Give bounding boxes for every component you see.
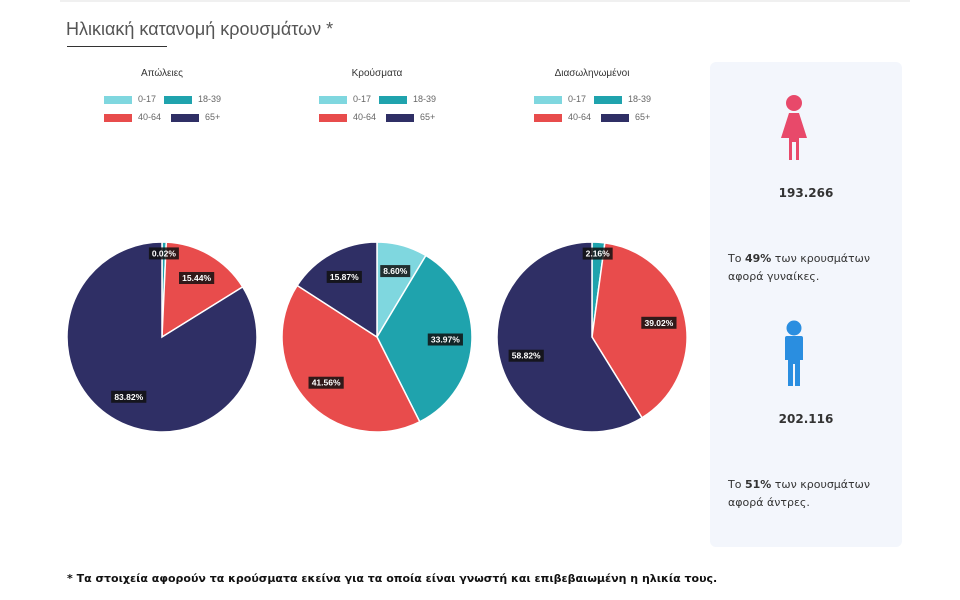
top-divider: [60, 0, 910, 2]
pie-slice-18-39[interactable]: [376, 254, 473, 423]
legend-swatch: [601, 113, 629, 122]
pie-slice-65+[interactable]: [296, 241, 378, 339]
data-label: 8.60%: [380, 265, 411, 278]
data-label-bg: [582, 247, 613, 260]
legend-label: 65+: [205, 112, 221, 122]
legend-label: 40-64: [138, 112, 162, 122]
data-label-bg: [641, 316, 677, 329]
legend-swatch: [379, 95, 407, 104]
legend-label: 18-39: [413, 94, 437, 104]
data-label: 58.82%: [508, 349, 544, 362]
data-label-bg: [427, 333, 463, 346]
legend-label: 18-39: [628, 94, 652, 104]
data-label-text: 83.82%: [114, 392, 143, 402]
male-text: Το 51% των κρουσμάτων αφορά άντρες.: [728, 476, 888, 512]
male-percent: 51%: [744, 478, 772, 491]
data-label-text: 41.56%: [312, 378, 341, 388]
data-label: 15.87%: [326, 270, 362, 283]
legend-item-18-39[interactable]: 18-39: [594, 94, 651, 104]
female-icon: [781, 95, 807, 160]
legend-item-18-39[interactable]: 18-39: [379, 94, 436, 104]
pie-chart: 2.16% 39.02% 58.82%: [496, 241, 688, 433]
male-text-suffix: των κρουσμάτων αφορά άντρες.: [728, 478, 871, 509]
female-text-prefix: Το: [728, 252, 745, 265]
chart-title: Απώλειες: [140, 68, 183, 79]
male-icon: [785, 320, 803, 386]
data-label-bg: [148, 247, 179, 260]
pie-slice-40-64[interactable]: [161, 241, 244, 339]
page-title: Ηλικιακή κατανομή κρουσμάτων *: [66, 18, 334, 39]
legend-label: 0-17: [138, 94, 157, 104]
legend-item-0-17[interactable]: 0-17: [534, 94, 586, 104]
data-label: 0.02%: [148, 247, 179, 260]
data-label-text: 15.87%: [330, 272, 359, 282]
chart-cases: Κρούσματα 0-17 18-39 40-64 65+ 8.60% 33.9…: [267, 62, 487, 442]
data-label-text: 39.02%: [644, 318, 673, 328]
male-text-prefix: Το: [728, 478, 745, 491]
data-label-text: 8.60%: [383, 266, 408, 276]
footnote: * Τα στοιχεία αφορούν τα κρούσματα εκείν…: [67, 572, 718, 585]
legend-item-0-17[interactable]: 0-17: [319, 94, 371, 104]
legend-label: 65+: [420, 112, 436, 122]
female-percent: 49%: [744, 252, 772, 265]
pie-slice-40-64[interactable]: [281, 284, 421, 433]
female-count: 193.266: [778, 186, 834, 200]
title-underline: [67, 46, 167, 47]
legend-item-40-64[interactable]: 40-64: [534, 112, 591, 122]
legend-item-65plus[interactable]: 65+: [386, 112, 435, 122]
legend-label: 18-39: [198, 94, 222, 104]
data-label: 41.56%: [308, 376, 344, 389]
data-label-text: 0.02%: [152, 248, 177, 258]
data-label: 2.16%: [582, 247, 613, 260]
data-label-bg: [326, 270, 362, 283]
legend-swatch: [534, 113, 562, 122]
pie-chart: 0.02% 15.44% 83.82%: [66, 241, 258, 433]
pie-chart: 8.60% 33.97% 41.56% 15.87%: [281, 241, 473, 433]
data-label-bg: [308, 376, 344, 389]
data-label-bg: [179, 271, 215, 284]
female-text-suffix: των κρουσμάτων αφορά γυναίκες.: [728, 252, 871, 283]
female-text: Το 49% των κρουσμάτων αφορά γυναίκες.: [728, 250, 888, 286]
legend-swatch: [319, 113, 347, 122]
data-label-text: 58.82%: [512, 351, 541, 361]
data-label: 15.44%: [179, 271, 215, 284]
legend-swatch: [319, 95, 347, 104]
legend-item-18-39[interactable]: 18-39: [164, 94, 221, 104]
legend-label: 40-64: [353, 112, 377, 122]
data-label-text: 33.97%: [431, 335, 460, 345]
data-label: 33.97%: [427, 333, 463, 346]
legend-label: 0-17: [353, 94, 372, 104]
data-label-bg: [380, 265, 411, 278]
legend-item-0-17[interactable]: 0-17: [104, 94, 156, 104]
data-label-bg: [111, 390, 147, 403]
data-label: 39.02%: [641, 316, 677, 329]
data-label-text: 2.16%: [586, 249, 611, 259]
data-label-bg: [508, 349, 544, 362]
legend-label: 65+: [635, 112, 651, 122]
male-count: 202.116: [778, 412, 834, 426]
data-label: 83.82%: [111, 390, 147, 403]
legend-swatch: [534, 95, 562, 104]
data-label-text: 15.44%: [182, 273, 211, 283]
legend-swatch: [164, 95, 192, 104]
chart-deaths: Απώλειες 0-17 18-39 40-64 65+ 0.02% 15.44…: [52, 62, 272, 442]
gender-panel: 193.266 Το 49% των κρουσμάτων αφορά γυνα…: [710, 62, 902, 547]
legend-swatch: [386, 113, 414, 122]
chart-title: Κρούσματα: [351, 68, 403, 79]
legend-label: 0-17: [568, 94, 587, 104]
legend-item-65plus[interactable]: 65+: [171, 112, 220, 122]
legend-swatch: [594, 95, 622, 104]
pie-slice-65+[interactable]: [66, 241, 258, 433]
legend-label: 40-64: [568, 112, 592, 122]
legend-swatch: [104, 95, 132, 104]
legend-item-40-64[interactable]: 40-64: [104, 112, 161, 122]
legend-swatch: [171, 113, 199, 122]
legend-item-65plus[interactable]: 65+: [601, 112, 650, 122]
chart-title: Διασωληνωμένοι: [554, 68, 630, 79]
chart-intubated: Διασωληνωμένοι 0-17 18-39 40-64 65+ 2.16…: [482, 62, 702, 442]
pie-slice-65+[interactable]: [496, 241, 644, 433]
legend-swatch: [104, 113, 132, 122]
legend-item-40-64[interactable]: 40-64: [319, 112, 376, 122]
